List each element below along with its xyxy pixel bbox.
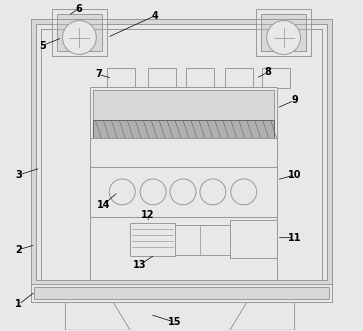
Bar: [148, 69, 176, 88]
Bar: [186, 69, 214, 88]
Text: 5: 5: [39, 40, 46, 51]
Text: 12: 12: [141, 210, 155, 220]
Text: 9: 9: [291, 95, 298, 105]
Bar: [225, 69, 253, 88]
Text: 4: 4: [152, 11, 159, 21]
Text: 3: 3: [15, 170, 22, 180]
Bar: [30, 19, 333, 285]
Bar: [256, 9, 310, 57]
Bar: [175, 225, 230, 255]
Circle shape: [200, 179, 226, 205]
Text: 1: 1: [15, 300, 22, 309]
Bar: [30, 285, 333, 303]
Bar: [261, 14, 306, 52]
Bar: [130, 223, 175, 256]
Circle shape: [109, 179, 135, 205]
Polygon shape: [230, 298, 294, 330]
Text: 2: 2: [15, 245, 22, 255]
Text: 6: 6: [75, 4, 82, 14]
Bar: [262, 69, 290, 88]
Bar: [30, 19, 333, 285]
Text: 10: 10: [288, 170, 301, 180]
Text: 14: 14: [97, 200, 110, 210]
Circle shape: [231, 179, 257, 205]
Circle shape: [140, 179, 166, 205]
Bar: [107, 69, 135, 88]
Bar: [90, 167, 277, 217]
Bar: [36, 24, 327, 279]
Bar: [41, 28, 322, 279]
Bar: [41, 28, 322, 279]
Text: 11: 11: [288, 233, 301, 243]
Polygon shape: [65, 298, 130, 330]
Bar: [36, 24, 327, 279]
Bar: [90, 87, 277, 167]
Text: 15: 15: [168, 317, 182, 327]
Bar: [93, 90, 274, 120]
Bar: [53, 9, 107, 57]
Bar: [90, 217, 277, 279]
Text: 13: 13: [134, 260, 147, 269]
Bar: [57, 14, 102, 52]
Bar: [230, 220, 277, 258]
Bar: [93, 120, 274, 138]
Text: 7: 7: [95, 70, 102, 79]
Circle shape: [62, 21, 96, 55]
Circle shape: [170, 179, 196, 205]
Text: 8: 8: [264, 68, 271, 77]
Circle shape: [267, 21, 301, 55]
Bar: [33, 288, 330, 300]
